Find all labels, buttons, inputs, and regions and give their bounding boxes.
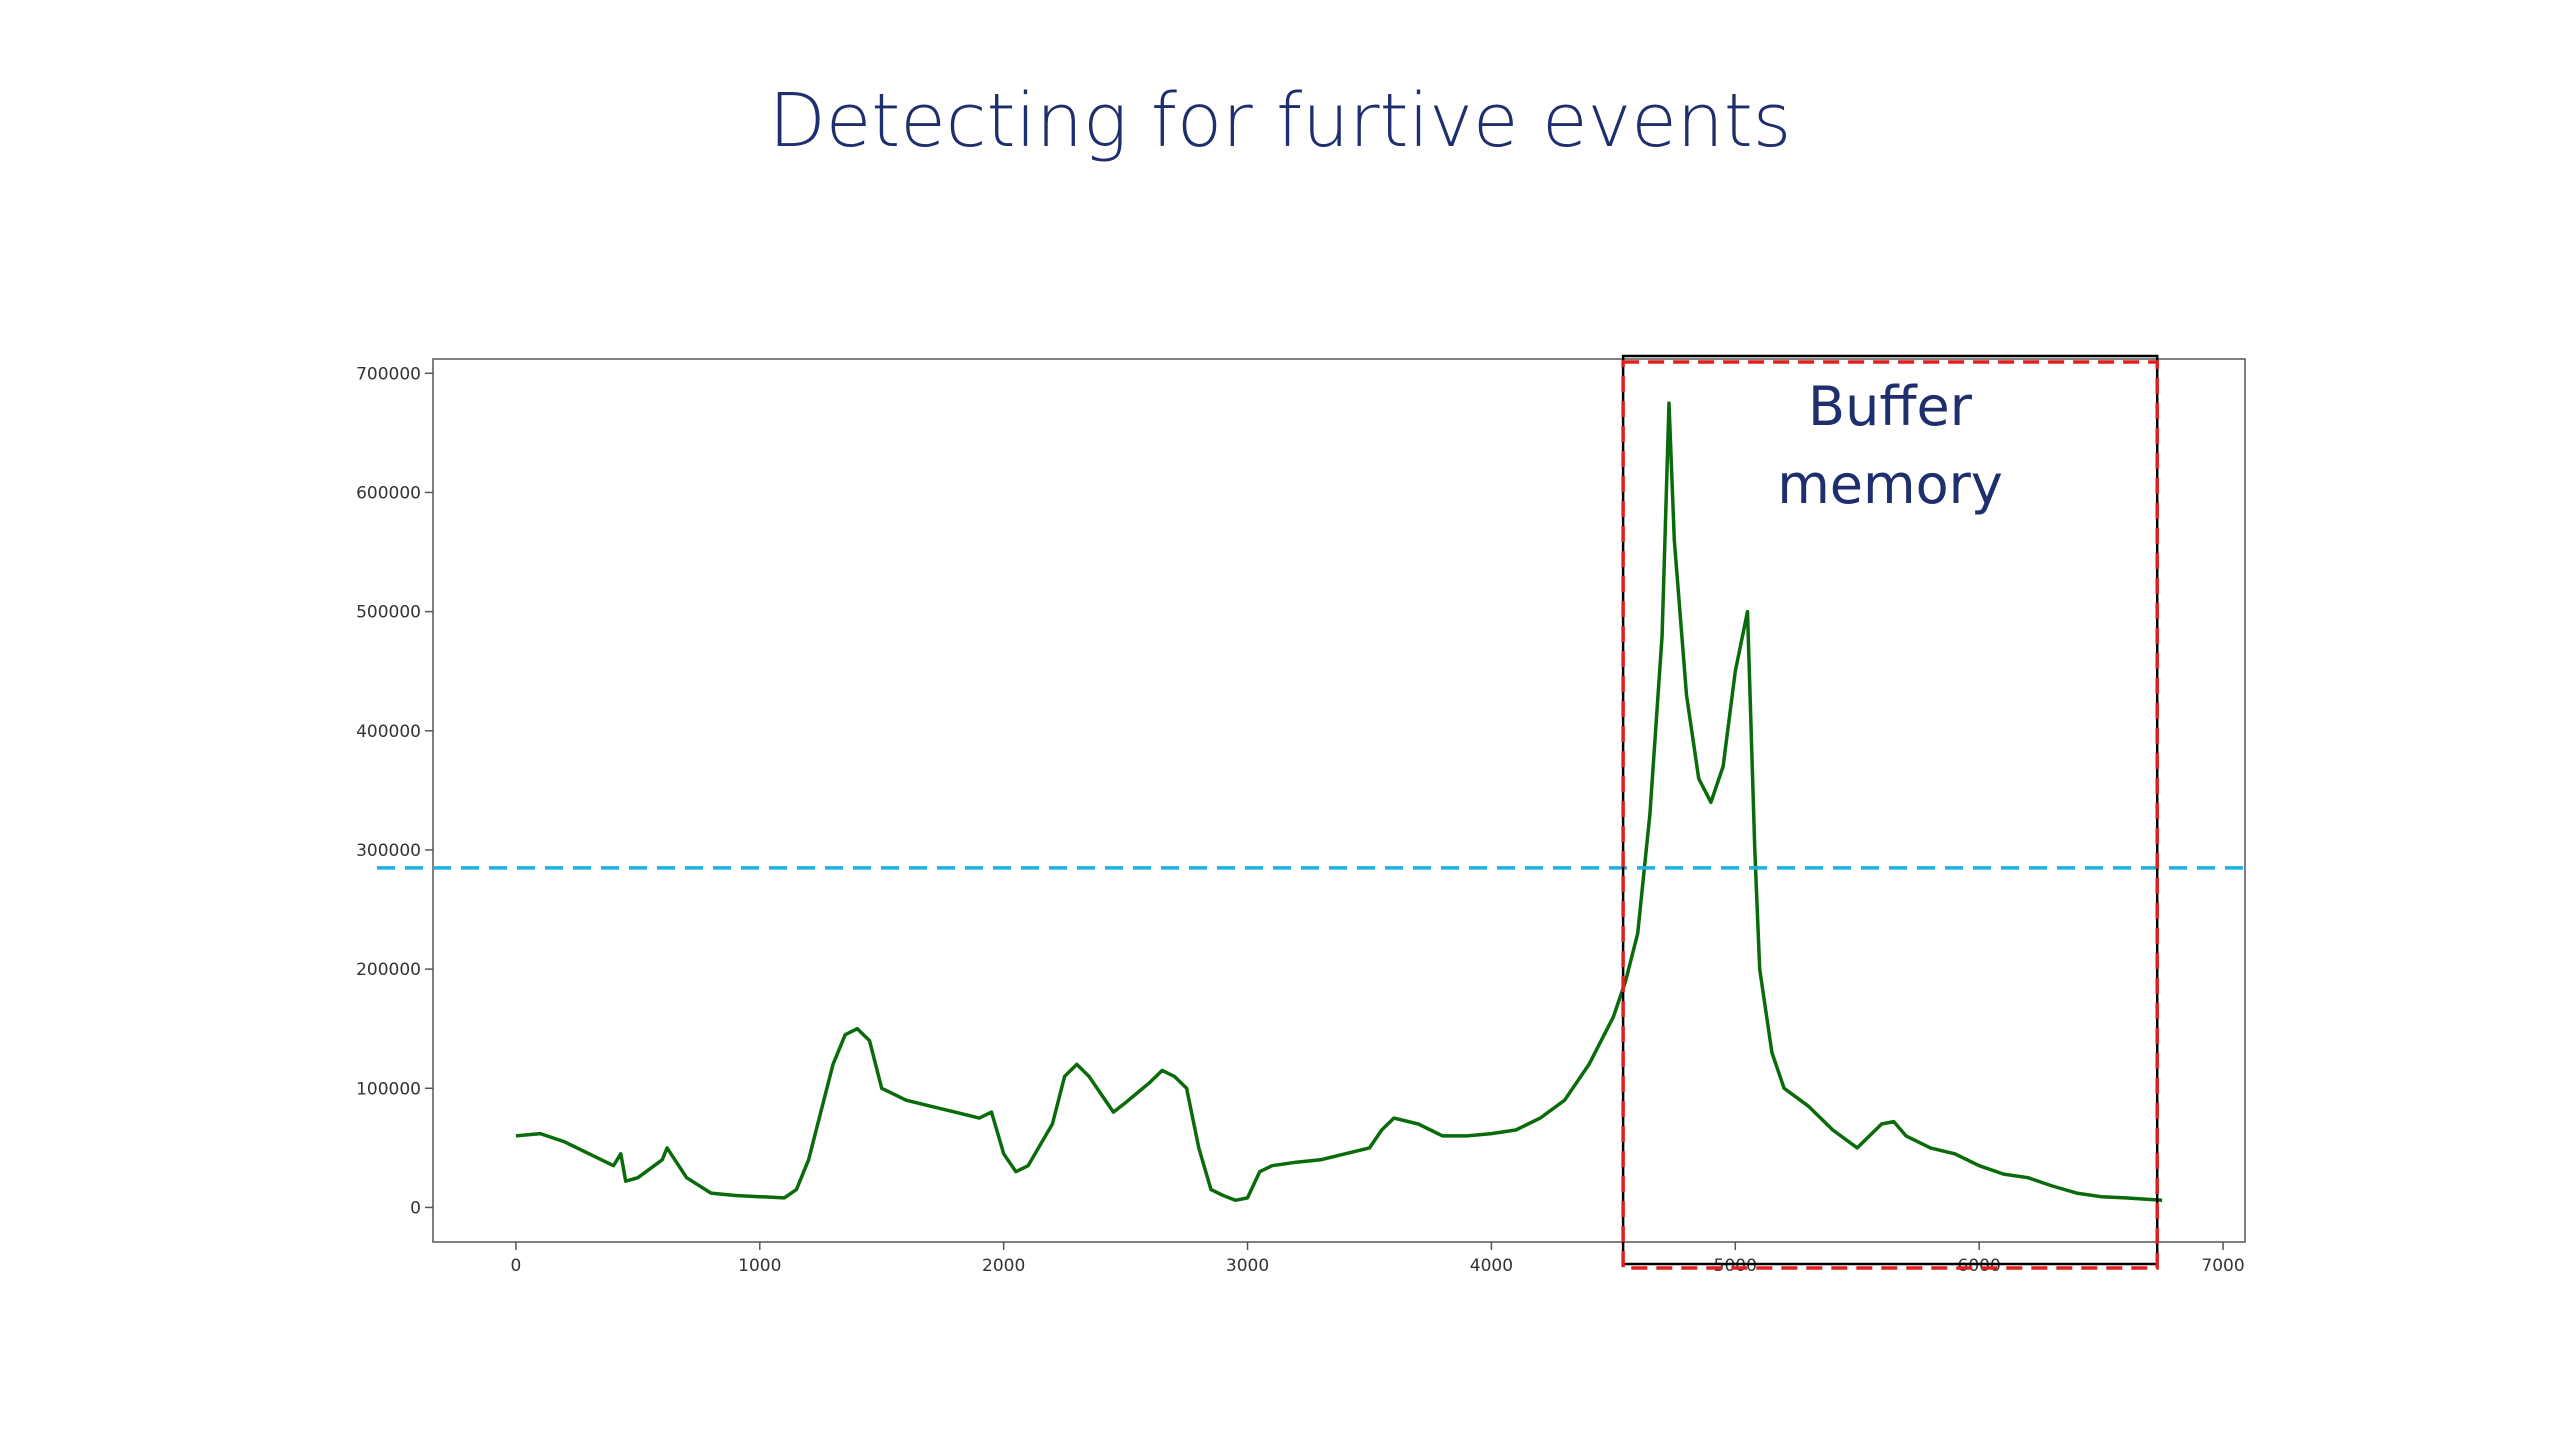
y-tick-label: 300000 — [356, 841, 421, 861]
x-tick-label: 5000 — [1714, 1256, 1757, 1276]
x-tick-label: 6000 — [1958, 1256, 2001, 1276]
y-tick-label: 600000 — [356, 483, 421, 503]
slide-title: Detecting for furtive events — [768, 78, 1792, 164]
data-line — [515, 401, 2163, 1203]
y-tick-label: 400000 — [356, 722, 421, 742]
y-tick-label: 0 — [410, 1198, 421, 1218]
x-tick-label: 3000 — [1226, 1256, 1269, 1276]
x-tick-label: 0 — [511, 1256, 522, 1276]
annotation: Buffer memory — [1777, 375, 2003, 516]
x-tick-label: 2000 — [982, 1256, 1025, 1276]
buffer-box — [1621, 360, 2159, 1270]
y-tick-label: 200000 — [356, 960, 421, 980]
x-tick-label: 1000 — [738, 1256, 781, 1276]
y-tick-label: 700000 — [356, 364, 421, 384]
x-tick-label: 7000 — [2201, 1256, 2244, 1276]
y-tick-label: 500000 — [356, 603, 421, 623]
x-tick-label: 4000 — [1470, 1256, 1513, 1276]
plot-frame — [432, 358, 2246, 1243]
y-tick-label: 100000 — [356, 1079, 421, 1099]
